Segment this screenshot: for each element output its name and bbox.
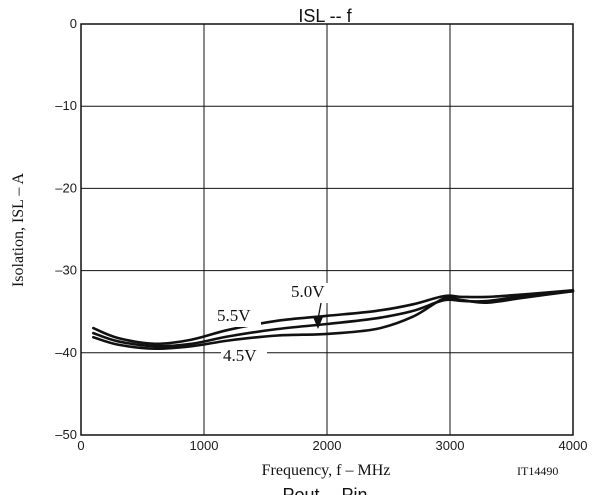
label-backdrop-5-5v — [216, 307, 261, 327]
label-backdrop-5-0v — [290, 283, 336, 303]
annotation-5-5v: 5.5V — [217, 306, 251, 325]
y-tick-label: –50 — [55, 427, 77, 442]
bottom-caption: Pout -- Pin — [282, 485, 367, 495]
y-axis-ticks: 0 –10 –20 –30 –40 –50 — [55, 16, 77, 442]
plot-frame — [80, 23, 574, 436]
y-tick-label: –20 — [55, 180, 77, 195]
annotation-5-0v: 5.0V — [291, 282, 325, 301]
y-tick-label: –40 — [55, 345, 77, 360]
x-tick-label: 3000 — [436, 438, 465, 453]
series-line-5-5v — [92, 289, 575, 346]
chart-title: ISL -- f — [298, 6, 352, 26]
plot-grid — [81, 24, 573, 435]
series-line-5-0v — [92, 289, 575, 348]
series-lines — [92, 289, 575, 351]
y-axis-label: Isolation, ISL – A — [10, 173, 27, 288]
annotation-4-5v: 4.5V — [223, 346, 257, 365]
annotation-arrow-5-0v-shaft — [317, 302, 322, 320]
series-line-4-5v — [92, 289, 575, 351]
y-tick-label: –30 — [55, 263, 77, 278]
y-tick-label: 0 — [70, 16, 77, 31]
x-tick-label: 2000 — [313, 438, 342, 453]
figure-code: IT14490 — [517, 464, 558, 478]
x-tick-label: 4000 — [559, 438, 588, 453]
y-tick-label: –10 — [55, 98, 77, 113]
x-tick-label: 1000 — [190, 438, 219, 453]
label-backdrop-4-5v — [221, 346, 267, 366]
annotation-arrow-5-0v-head — [313, 317, 323, 329]
x-axis-label: Frequency, f – MHz — [262, 462, 391, 479]
x-axis-ticks: 0 1000 2000 3000 4000 — [77, 438, 587, 453]
x-tick-label: 0 — [77, 438, 84, 453]
